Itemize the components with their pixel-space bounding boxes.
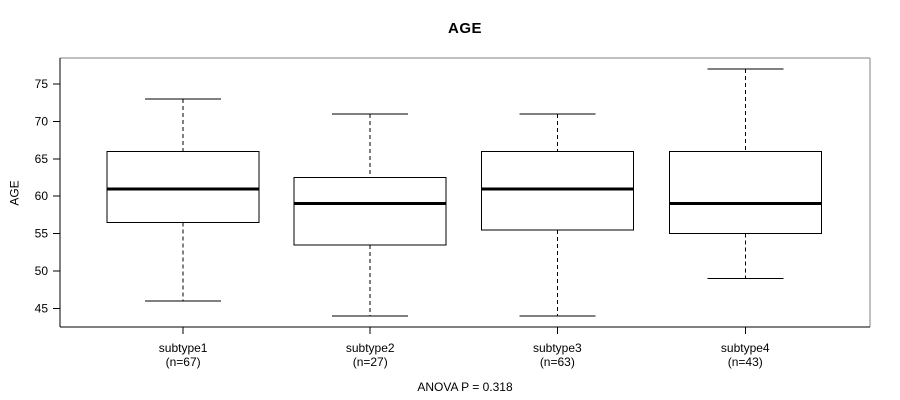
y-tick-label: 55 — [35, 227, 49, 241]
y-tick-label: 45 — [35, 301, 49, 315]
x-category-label: subtype1 — [159, 341, 208, 355]
x-category-label: subtype4 — [721, 341, 770, 355]
iqr-box-subtype4 — [668, 150, 822, 235]
x-category-n-label: (n=63) — [540, 355, 575, 369]
y-tick-label: 75 — [35, 77, 49, 91]
x-category-n-label: (n=43) — [728, 355, 763, 369]
iqr-box-subtype3 — [480, 150, 634, 231]
x-category-n-label: (n=67) — [166, 355, 201, 369]
x-category-n-label: (n=27) — [353, 355, 388, 369]
y-tick-label: 70 — [35, 115, 49, 129]
iqr-box-subtype2 — [293, 177, 447, 246]
chart-title: AGE — [447, 20, 482, 37]
x-category-label: subtype2 — [346, 341, 395, 355]
y-tick-label: 50 — [35, 264, 49, 278]
iqr-box-subtype1 — [106, 150, 260, 223]
y-tick-label: 60 — [35, 189, 49, 203]
x-category-label: subtype3 — [533, 341, 582, 355]
anova-annotation: ANOVA P = 0.318 — [417, 380, 513, 394]
y-tick-label: 65 — [35, 152, 49, 166]
